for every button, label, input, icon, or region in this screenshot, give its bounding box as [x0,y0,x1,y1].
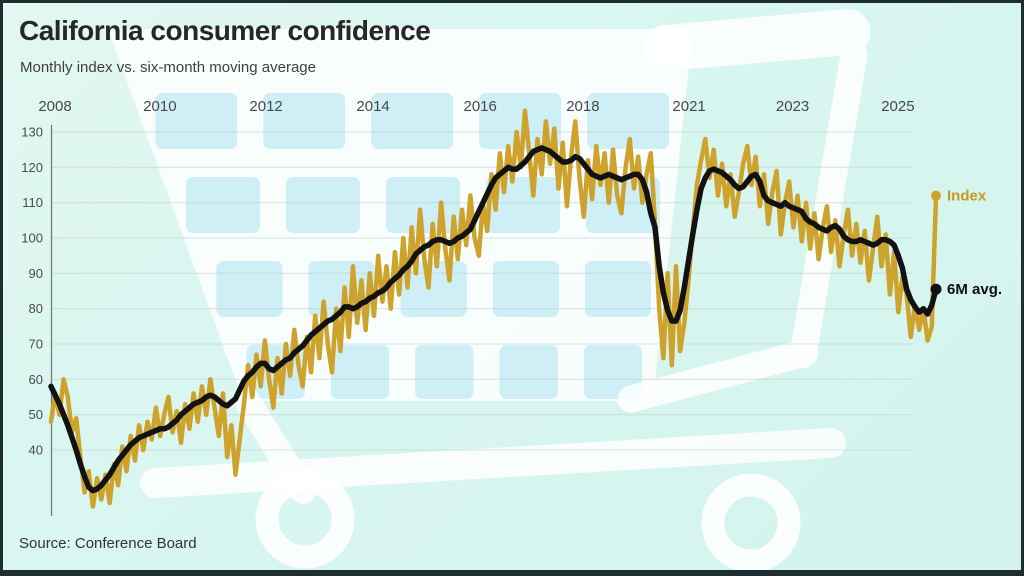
cart-basket-cell [415,345,474,399]
cart-basket-cell [587,93,670,149]
y-tick-label: 50 [29,407,43,422]
cart-wheel-icon [255,469,355,569]
cart-handle-icon [643,9,871,71]
y-tick-label: 70 [29,337,43,352]
cart-basket-cell [583,345,643,399]
x-tick-label: 2025 [881,98,914,115]
x-tick-label: 2018 [566,98,599,115]
x-tick-label: 2008 [38,98,71,115]
x-axis-labels: 2008 2010 2012 2014 2016 2018 2021 2023 2025 [38,98,914,115]
cart-basket-cell [185,177,260,233]
cart-basket-cell [371,93,454,149]
cart-basket-cell [330,345,390,399]
cart-basket-cell [216,261,283,317]
y-tick-label: 80 [29,301,43,316]
x-tick-label: 2021 [672,98,705,115]
y-tick-label: 60 [29,372,43,387]
cart-basket-cell [155,93,238,149]
x-tick-label: 2012 [249,98,282,115]
grid: 130 120 110 100 90 80 70 60 50 40 [21,125,913,516]
x-tick-label: 2016 [464,98,497,115]
x-tick-label: 2014 [356,98,389,115]
y-tick-label: 100 [21,231,43,246]
cart-basket-cell [263,93,346,149]
cart-basket-cell [499,345,558,399]
confidence-chart: 130 120 110 100 90 80 70 60 50 40 2008 2010 2012 2014… [21,9,1002,570]
legend: Index 6M avg. [930,188,1002,298]
y-tick-label: 40 [29,443,43,458]
cart-basket-cell [479,93,562,149]
legend-label-avg: 6M avg. [947,281,1002,298]
avg-endpoint-dot [930,283,942,295]
chart-subtitle: Monthly index vs. six-month moving avera… [20,59,316,76]
y-tick-label: 90 [29,266,43,281]
index-line [48,108,939,509]
y-tick-label: 130 [21,125,43,140]
x-tick-label: 2023 [776,98,809,115]
x-tick-label: 2010 [143,98,176,115]
legend-label-index: Index [947,188,987,205]
cart-watermark-icon [108,9,871,570]
series [48,108,939,509]
y-tick-label: 120 [21,160,43,175]
cart-wheel-icon [701,473,801,570]
page-title: California consumer confidence [19,15,431,46]
source-note: Source: Conference Board [19,535,197,552]
cart-basket-cell [584,261,651,317]
y-tick-label: 110 [22,195,43,210]
moving-average-line [48,145,939,494]
index-endpoint-dot [931,190,941,201]
cart-basket-cell [492,261,559,317]
cart-basket-cell [285,177,360,233]
